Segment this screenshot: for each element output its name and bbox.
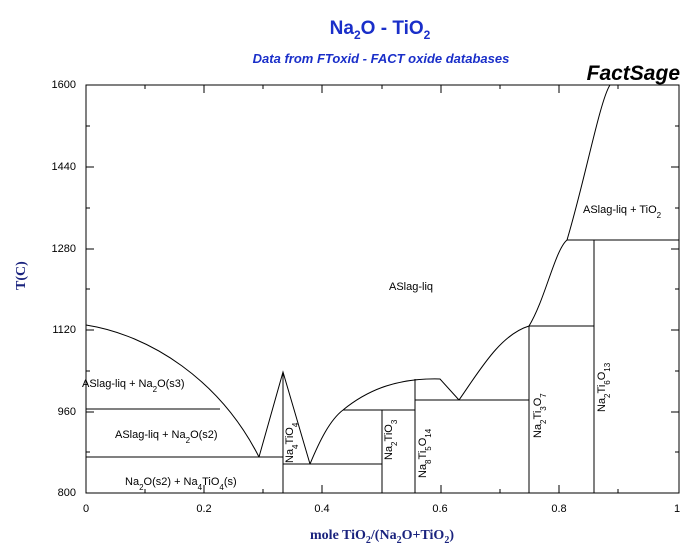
x-tick-label: 0.2 [196, 503, 212, 515]
region-label-liq-na2o-s2: ASlag-liq + Na2O(s2) [115, 429, 218, 445]
compound-label-na2tio3: Na2TiO3 [383, 419, 399, 460]
x-tick-marks [144, 85, 619, 493]
x-tick-label: 1 [673, 503, 681, 515]
x-tick-label: 0.4 [314, 503, 330, 515]
region-label-liquid: ASlag-liq [389, 281, 433, 293]
compound-label-na2ti6o13: Na2Ti6O13 [596, 362, 612, 412]
chart-title: Na2O - TiO2 [329, 18, 431, 42]
y-tick-label: 1280 [51, 243, 76, 255]
y-tick-label: 800 [57, 487, 76, 499]
liquidus-na2o-side [85, 324, 260, 458]
y-tick-marks [86, 84, 679, 494]
liquidus-na2ti3o7 [458, 325, 530, 401]
compound-label-na4tio4: Na4TiO4 [284, 422, 300, 463]
liquidus-na8ti5o14-dome [342, 378, 460, 411]
y-tick-label: 960 [57, 406, 76, 418]
region-label-liq-tio2: ASlag-liq + TiO2 [583, 204, 662, 220]
x-tick-label: 0.6 [432, 503, 448, 515]
y-tick-label: 1440 [51, 161, 76, 173]
compound-label-na2ti3o7: Na2Ti3O7 [532, 393, 548, 438]
x-axis-label: mole TiO2/(Na2O+TiO2) [310, 528, 454, 546]
compound-label-na8ti5o14: Na8Ti5O14 [417, 428, 433, 478]
chart-subtitle: Data from FToxid - FACT oxide databases [252, 51, 510, 66]
liquidus-na2ti6o13 [528, 239, 568, 327]
x-tick-label: 0 [82, 503, 90, 515]
liquidus-segment [309, 409, 344, 465]
liquidus-tio2 [566, 84, 611, 241]
y-tick-label: 1120 [52, 324, 76, 336]
x-tick-label: 0.8 [551, 503, 567, 515]
y-tick-label: 1600 [51, 79, 76, 91]
factsage-logo: FactSage [586, 62, 680, 85]
region-label-solid-bottom: Na2O(s2) + Na4TiO4(s) [125, 476, 237, 492]
region-label-liq-na2o-s3: ASlag-liq + Na2O(s3) [82, 378, 185, 394]
